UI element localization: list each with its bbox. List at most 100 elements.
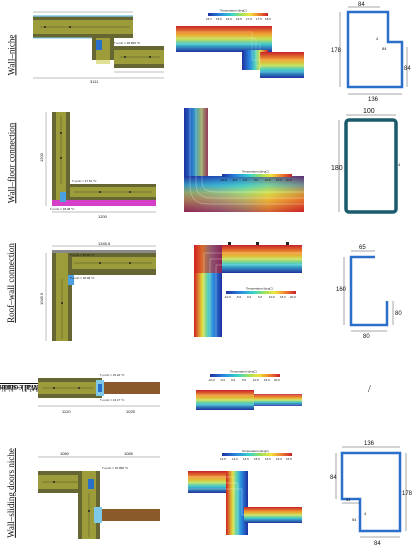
color-bar (222, 453, 292, 456)
dimension-bottom: 136 (368, 97, 379, 103)
legend-tick: 15.0 (254, 457, 260, 461)
profile-geometry: 100 180 4 (331, 108, 401, 214)
dimension-top: 136 (364, 441, 375, 447)
row-label-text: Wall–niche (6, 34, 17, 76)
dimension-label: 1065 (124, 451, 134, 456)
dimension-label: 1049.5 (39, 292, 44, 305)
dimension-label: 1200 (98, 214, 108, 219)
construction-drawing: 1060 1065 Tₛi,min = 15.998 °C (38, 451, 160, 539)
row-wall-floor-connection: Wall–floor connection Tₛi,min = 17.51 °C… (0, 100, 415, 225)
dimension-top: 100 (363, 108, 375, 115)
row-label: Wall–sliding doors niche (4, 435, 18, 550)
legend-tick: 10.0 (253, 378, 259, 382)
row-wall-sliding-door-frontal: Wall–sliding door frontal connection Tₛi… (0, 340, 415, 435)
construction-drawing: Tₛi,min = 18.839 °C 3111 (33, 11, 164, 84)
legend-tick: -10.0 (224, 295, 231, 299)
legend-tick: 10.0 (265, 178, 271, 182)
legend-title: Temperature [degC] (246, 287, 273, 291)
legend-tick: 18.0 (265, 17, 271, 21)
dimension-bottom: 80 (363, 334, 370, 340)
dimension-label: 1200 (39, 152, 44, 162)
dimension-label: 1345.5 (98, 241, 111, 246)
row-label-text: Wall–floor connection (6, 122, 16, 203)
dimension-label: 1025 (126, 409, 136, 414)
row-label-text: Roof–wall connection (6, 242, 17, 323)
dimension-right: 84 (404, 66, 411, 72)
tsi-annotation: Tₛi,min = 15.22 °C (100, 373, 125, 377)
dimension-mid-1: 54 (346, 497, 351, 502)
legend-tick: -5.0 (236, 295, 242, 299)
row-label-text: Wall–sliding door frontal connection (0, 355, 49, 421)
tsi-annotation: Tₛi,min = 18.839 °C (114, 41, 141, 45)
row-label: Wall–floor connection (4, 100, 18, 225)
dimension-left: 160 (336, 287, 347, 293)
construction-drawing: 1345.5 1049.5 Tₛi,min = 16.91 °C Tₛi,min… (39, 241, 156, 341)
tsi-annotation: Tₛi,min = 13.17 °C (100, 398, 125, 402)
legend-tick: 13.5 (220, 457, 226, 461)
thermal-simulation: Temperature [degC] -10.0 -5.0 0.0 5.0 10… (184, 108, 304, 212)
tsi-annotation: Tₛi,min = 15.998 °C (102, 466, 129, 470)
legend-tick: 16.0 (226, 17, 232, 21)
thermal-simulation: Temperature [degC] 13.5 14.0 14.5 15.0 1… (188, 449, 302, 535)
thermal-simulation: Temperature [degC] -10.0 -5.0 0.0 5.0 10… (196, 370, 302, 410)
legend-tick: 15.0 (276, 178, 282, 182)
dimension-bottom: 84 (374, 541, 381, 547)
tsi-annotation: Tₛi,min = 16.91 °C (70, 253, 95, 257)
dimension-label: 1060 (60, 451, 70, 456)
profile-geometry: 65 160 80 80 (336, 245, 402, 340)
legend-tick: -10.0 (208, 378, 215, 382)
row-label: Wall–sliding door frontal connection (0, 340, 49, 435)
legend-tick: 17.0 (246, 17, 252, 21)
legend-title: Temperature [degC] (220, 9, 247, 13)
construction-drawing: Tₛi,min = 15.22 °C Tₛi,min = 13.17 °C 11… (38, 373, 160, 414)
legend-tick: 15.1 (206, 17, 212, 21)
legend-title: Temperature [degC] (242, 170, 269, 174)
legend-tick: 14.5 (243, 457, 249, 461)
dimension-label: 3111 (90, 79, 99, 84)
tsi-annotation: Tₛi,min = 17.51 °C (72, 179, 97, 183)
legend-tick: 16.5 (286, 457, 292, 461)
thermal-simulation: Temperature [degC] -10.0 -5.0 0.0 5.0 10… (194, 242, 302, 337)
legend-tick: 20.0 (290, 295, 296, 299)
profile-geometry: 136 84 178 54 54 84 4 (330, 441, 413, 547)
legend-tick: 15.0 (264, 378, 270, 382)
legend-tick: 5.0 (254, 178, 259, 182)
dimension-left: 180 (331, 165, 343, 172)
row-label: Roof–wall connection (4, 225, 18, 340)
legend-tick: 16.5 (236, 17, 242, 21)
legend-title: Temperature [degC] (242, 449, 269, 453)
thickness-mark: 4 (364, 511, 367, 516)
legend-tick: 14.0 (232, 457, 238, 461)
legend-tick: 15.5 (265, 457, 271, 461)
legend-tick: 15.6 (216, 17, 222, 21)
construction-drawing: Tₛi,min = 17.51 °C Tₛi,min = 18.48 °C 12… (39, 112, 156, 219)
legend-tick: -10.0 (220, 178, 227, 182)
color-bar (226, 291, 296, 294)
dimension-inner: 84 (382, 46, 387, 51)
tsi-annotation: Tₛi,min = 18.48 °C (50, 207, 75, 211)
legend-title: Temperature [degC] (230, 370, 257, 374)
thickness-mark: 4 (398, 162, 401, 167)
legend-tick: -5.0 (232, 178, 238, 182)
legend-tick: 5.0 (258, 295, 263, 299)
color-bar (208, 13, 268, 16)
legend-tick: 10.0 (269, 295, 275, 299)
dimension-top: 65 (359, 245, 366, 251)
row-label-text: Wall–sliding doors niche (6, 447, 17, 538)
legend-tick: 20.0 (274, 378, 280, 382)
legend-tick: 5.0 (242, 378, 247, 382)
thermal-simulation: Temperature [degC] 15.1 15.6 16.0 16.5 1… (176, 9, 304, 78)
row-roof-wall-connection: Roof–wall connection 1345.5 1049.5 Tₛi,m… (0, 225, 415, 341)
no-geometry-placeholder: / (368, 384, 371, 395)
color-bar (210, 374, 280, 377)
dimension-label: 1120 (62, 409, 71, 414)
legend-tick: 16.0 (276, 457, 282, 461)
dimension-right: 80 (395, 311, 402, 317)
row-label: Wall–niche (4, 0, 18, 110)
legend-tick: 17.5 (256, 17, 262, 21)
row-wall-niche: Wall–niche Tₛi,min = 18.839 °C 3111 Temp… (0, 0, 415, 110)
legend-tick: 0.0 (243, 178, 248, 182)
dimension-left: 84 (330, 475, 337, 481)
thickness-mark: 4 (376, 36, 379, 41)
tsi-annotation: Tₛi,min = 18.09 °C (70, 276, 95, 280)
